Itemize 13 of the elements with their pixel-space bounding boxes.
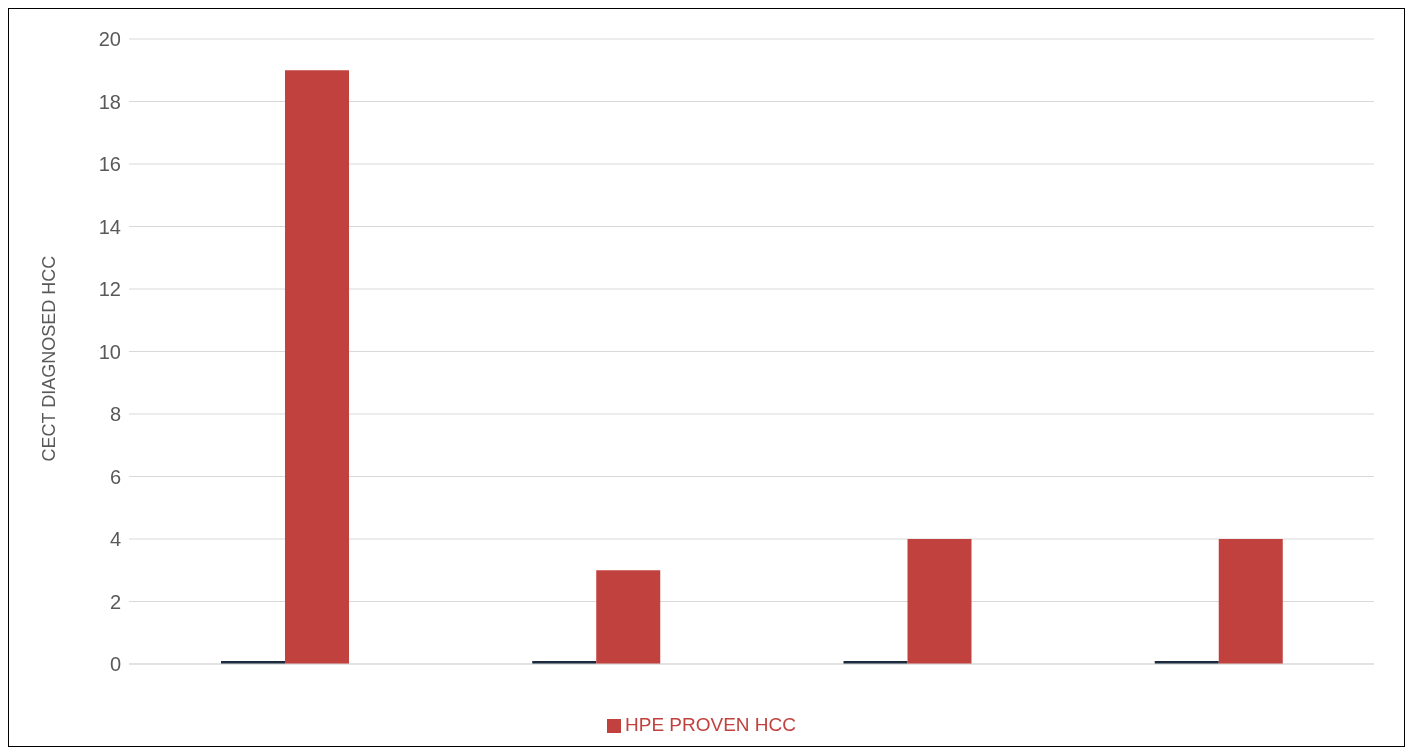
y-tick-label: 14 — [98, 215, 121, 238]
y-axis-title: CECT DIAGNOSED HCC — [39, 255, 60, 462]
y-tick-label: 6 — [109, 465, 121, 488]
y-tick-label: 12 — [98, 278, 121, 301]
y-tick-label: 10 — [98, 340, 121, 363]
y-tick-label: 18 — [98, 90, 121, 113]
y-tick-label: 20 — [98, 28, 121, 51]
y-tick-label: 8 — [109, 403, 121, 426]
y-tick-label: 4 — [109, 528, 121, 551]
y-tick-label: 0 — [109, 653, 121, 676]
legend-label: HPE PROVEN HCC — [624, 714, 797, 735]
y-tick-label: 2 — [109, 590, 121, 613]
y-tick-label: 16 — [98, 153, 121, 176]
